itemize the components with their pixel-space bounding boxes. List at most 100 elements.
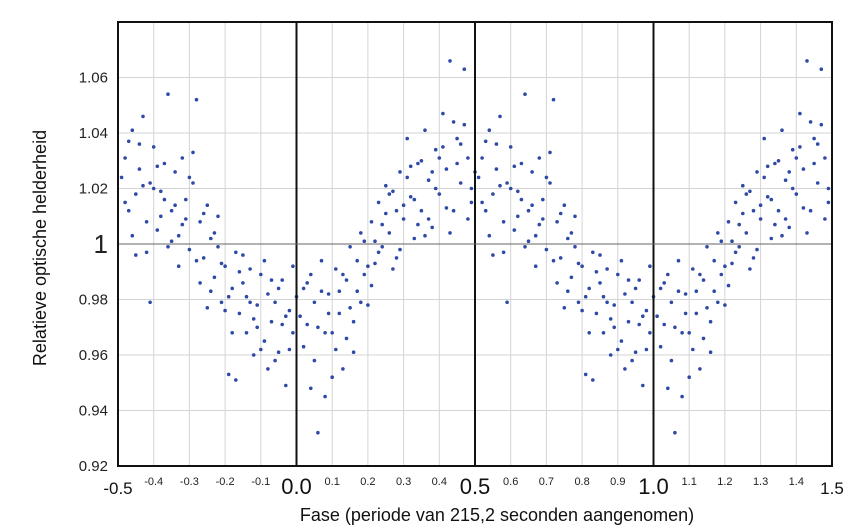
- data-point: [780, 233, 784, 238]
- data-point: [491, 192, 495, 196]
- data-point: [541, 217, 545, 221]
- data-point: [773, 222, 777, 227]
- data-point: [380, 245, 385, 249]
- data-point: [708, 319, 713, 324]
- data-point: [548, 150, 552, 155]
- data-point: [305, 322, 310, 327]
- data-point: [790, 186, 795, 191]
- data-point: [815, 181, 820, 185]
- data-point: [366, 264, 370, 269]
- data-point: [744, 192, 749, 196]
- data-point: [176, 233, 181, 238]
- data-point: [387, 192, 392, 196]
- data-point: [319, 258, 324, 263]
- data-point: [373, 261, 377, 266]
- data-point: [448, 59, 452, 63]
- data-point: [441, 145, 445, 149]
- data-point: [630, 358, 634, 363]
- data-point: [673, 325, 677, 330]
- data-point: [823, 217, 827, 221]
- data-point: [508, 145, 513, 149]
- data-point: [712, 289, 716, 294]
- data-point: [723, 303, 727, 307]
- data-point: [430, 225, 435, 230]
- data-point: [280, 278, 285, 282]
- data-point: [212, 275, 217, 280]
- data-point: [234, 250, 238, 255]
- data-point: [669, 300, 674, 305]
- data-point: [458, 181, 463, 185]
- data-point: [148, 181, 152, 185]
- data-point: [391, 189, 395, 194]
- data-point: [155, 164, 160, 169]
- data-point: [623, 292, 627, 296]
- data-point: [580, 264, 584, 269]
- x-minor-tick-label: 0.1: [325, 476, 340, 488]
- data-point: [198, 281, 202, 285]
- data-point: [755, 170, 759, 174]
- data-point: [130, 233, 135, 238]
- data-point: [658, 344, 663, 349]
- data-point: [683, 311, 688, 316]
- data-point: [194, 97, 199, 102]
- data-point: [733, 250, 738, 255]
- data-point: [298, 314, 302, 319]
- data-point: [276, 286, 281, 291]
- data-point: [698, 367, 702, 371]
- data-point: [412, 236, 417, 241]
- y-tick-label: 1.04: [79, 125, 108, 142]
- data-point: [462, 67, 467, 71]
- data-point: [666, 386, 670, 391]
- data-point: [184, 217, 188, 221]
- data-point: [591, 378, 595, 382]
- data-point: [783, 178, 788, 182]
- data-point: [719, 239, 724, 243]
- data-point: [316, 430, 320, 435]
- data-point: [476, 175, 481, 180]
- data-point: [573, 214, 577, 219]
- data-point: [323, 394, 327, 399]
- data-point: [783, 217, 788, 221]
- data-point: [741, 183, 745, 188]
- data-point: [587, 331, 591, 335]
- data-point: [658, 286, 663, 291]
- data-point: [191, 181, 195, 185]
- data-point: [198, 220, 202, 224]
- data-point: [748, 189, 752, 194]
- data-point: [748, 267, 752, 271]
- data-point: [765, 164, 770, 169]
- data-point: [437, 192, 442, 196]
- data-point: [412, 197, 417, 202]
- y-tick-label: 0.94: [79, 403, 108, 420]
- data-point: [359, 231, 363, 235]
- data-point: [419, 208, 424, 213]
- data-point: [480, 156, 484, 160]
- data-point: [387, 231, 392, 235]
- data-point: [523, 92, 527, 96]
- x-major-tick-label: 0.0: [281, 474, 312, 499]
- data-point: [219, 261, 224, 266]
- data-point: [630, 300, 634, 305]
- data-point: [505, 181, 509, 185]
- data-point: [155, 228, 160, 232]
- data-point: [187, 247, 192, 252]
- data-point: [519, 197, 524, 202]
- data-point: [162, 197, 167, 202]
- data-point: [137, 142, 142, 146]
- data-point: [255, 303, 259, 307]
- data-point: [533, 264, 538, 269]
- data-point: [341, 367, 345, 371]
- data-point: [776, 159, 781, 163]
- data-point: [548, 181, 552, 185]
- data-point: [508, 186, 513, 191]
- data-point: [191, 150, 195, 155]
- data-point: [134, 192, 138, 196]
- data-point: [601, 331, 606, 335]
- data-point: [176, 264, 181, 269]
- data-point: [723, 264, 727, 269]
- x-minor-tick-label: 1.1: [682, 476, 697, 488]
- data-point: [537, 156, 542, 160]
- data-point: [555, 281, 559, 285]
- x-minor-tick-label: 1.2: [717, 476, 732, 488]
- data-point: [519, 161, 524, 166]
